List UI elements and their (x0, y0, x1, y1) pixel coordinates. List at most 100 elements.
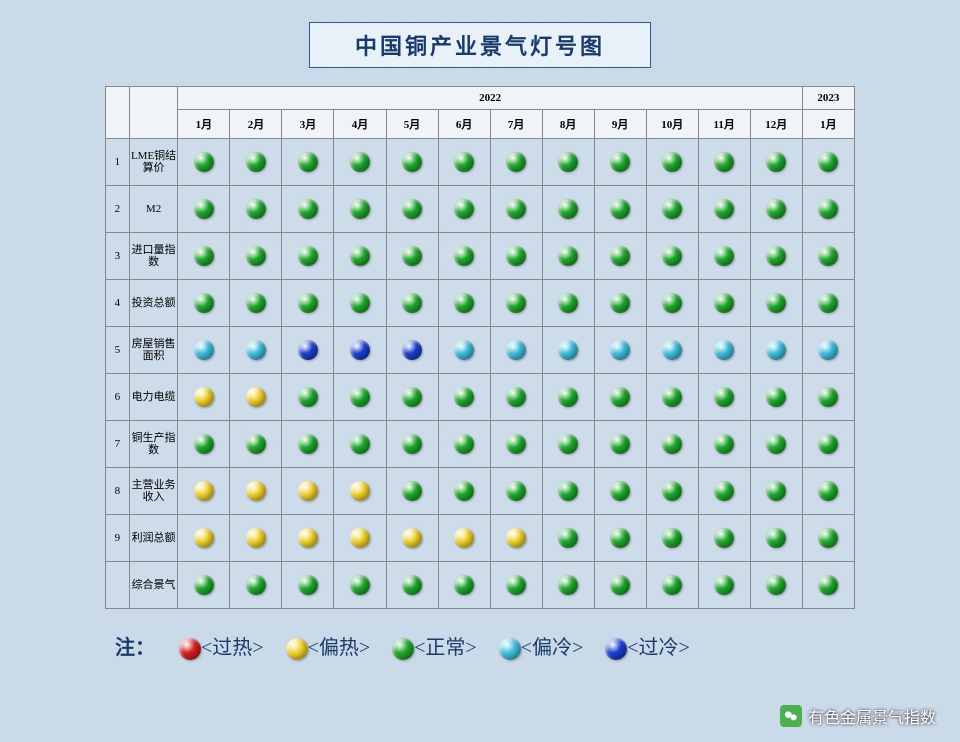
signal-ball-normal (402, 293, 422, 313)
signal-cell (386, 186, 438, 233)
signal-ball-normal (610, 481, 630, 501)
row-number: 4 (106, 280, 130, 327)
signal-ball-warm (246, 387, 266, 407)
signal-ball-normal (662, 387, 682, 407)
signal-cell (750, 280, 802, 327)
signal-ball-normal (506, 434, 526, 454)
signal-ball-normal (558, 575, 578, 595)
signal-ball-normal (766, 434, 786, 454)
table-row: 9利润总额 (106, 515, 855, 562)
signal-ball-normal (246, 293, 266, 313)
signal-cell (230, 421, 282, 468)
signal-cell (282, 327, 334, 374)
signal-ball-normal (662, 199, 682, 219)
signal-cell (490, 421, 542, 468)
signal-ball-cool (766, 340, 786, 360)
signal-ball-normal (298, 152, 318, 172)
signal-cell (698, 468, 750, 515)
signal-cell (386, 374, 438, 421)
signal-cell (802, 468, 854, 515)
signal-ball-warm (454, 528, 474, 548)
signal-cell (594, 468, 646, 515)
signal-cell (802, 139, 854, 186)
signal-cell (178, 186, 230, 233)
month-header: 12月 (750, 110, 802, 139)
signal-cell (542, 139, 594, 186)
signal-ball-normal (402, 481, 422, 501)
signal-cell (438, 280, 490, 327)
signal-ball-normal (194, 246, 214, 266)
signal-cell (542, 421, 594, 468)
signal-cell (178, 421, 230, 468)
signal-cell (282, 374, 334, 421)
signal-ball-normal (298, 387, 318, 407)
signal-ball-cold (350, 340, 370, 360)
signal-cell (282, 562, 334, 609)
signal-ball-normal (506, 575, 526, 595)
month-header: 7月 (490, 110, 542, 139)
signal-cell (646, 468, 698, 515)
signal-cell (438, 233, 490, 280)
signal-cell (334, 280, 386, 327)
table-row: 8主营业务收入 (106, 468, 855, 515)
signal-cell (802, 562, 854, 609)
signal-cell (230, 515, 282, 562)
row-number (106, 562, 130, 609)
month-header: 10月 (646, 110, 698, 139)
signal-ball-normal (246, 152, 266, 172)
signal-cell (802, 515, 854, 562)
signal-cell (594, 186, 646, 233)
signal-ball-normal (818, 575, 838, 595)
signal-cell (490, 186, 542, 233)
signal-ball-warm (194, 528, 214, 548)
signal-ball-normal (662, 575, 682, 595)
month-header: 5月 (386, 110, 438, 139)
signal-ball-normal (506, 152, 526, 172)
signal-ball-normal (350, 152, 370, 172)
signal-cell (594, 562, 646, 609)
signal-ball-normal (558, 152, 578, 172)
signal-cell (386, 280, 438, 327)
signal-cell (646, 421, 698, 468)
footer-credit: 有色金属景气指数 (780, 704, 936, 728)
signal-ball-normal (350, 434, 370, 454)
signal-cell (698, 233, 750, 280)
signal-cell (230, 186, 282, 233)
table-row: 3进口量指数 (106, 233, 855, 280)
signal-cell (594, 374, 646, 421)
signal-ball-normal (402, 199, 422, 219)
table-row: 4投资总额 (106, 280, 855, 327)
signal-ball-cool (610, 340, 630, 360)
signal-ball-normal (246, 199, 266, 219)
signal-cell (802, 233, 854, 280)
signal-ball-normal (766, 481, 786, 501)
signal-ball-normal (454, 481, 474, 501)
signal-ball-normal (194, 575, 214, 595)
signal-ball-normal (818, 199, 838, 219)
month-header: 9月 (594, 110, 646, 139)
row-number: 3 (106, 233, 130, 280)
signal-cell (802, 374, 854, 421)
signal-ball-cool (454, 340, 474, 360)
signal-ball-normal (402, 246, 422, 266)
signal-cell (282, 139, 334, 186)
signal-cell (594, 233, 646, 280)
signal-cell (802, 421, 854, 468)
signal-cell (386, 468, 438, 515)
signal-cell (542, 468, 594, 515)
signal-ball-normal (662, 246, 682, 266)
signal-cell (542, 562, 594, 609)
signal-cell (282, 515, 334, 562)
signal-cell (178, 468, 230, 515)
signal-ball-normal (662, 434, 682, 454)
signal-cell (646, 139, 698, 186)
legend-ball-warm (286, 638, 308, 660)
signal-cell (178, 280, 230, 327)
signal-ball-normal (350, 387, 370, 407)
legend: 注： <过热><偏热><正常><偏冷><过冷> (115, 631, 960, 660)
signal-cell (698, 280, 750, 327)
signal-ball-normal (506, 387, 526, 407)
legend-text: <偏热> (308, 637, 371, 659)
signal-ball-warm (402, 528, 422, 548)
signal-cell (230, 327, 282, 374)
